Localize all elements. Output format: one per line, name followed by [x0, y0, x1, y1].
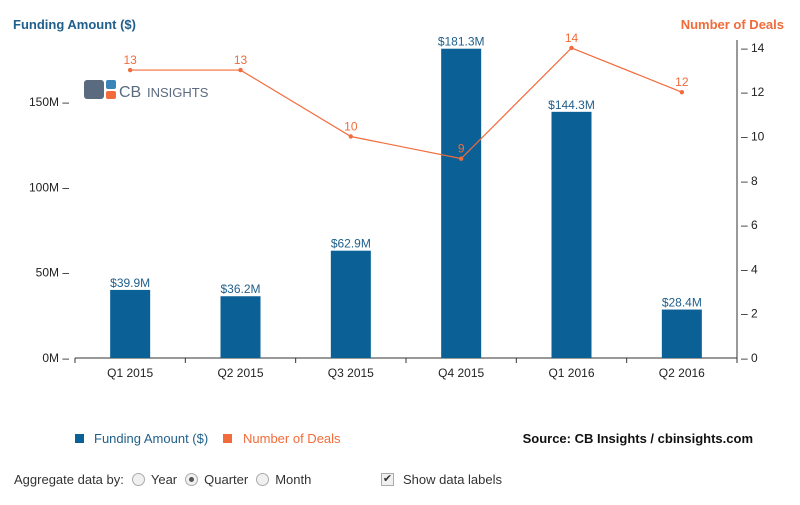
deals-point	[679, 90, 685, 95]
radio-month-label[interactable]: Month	[275, 472, 312, 487]
x-tick-label: Q2 2015	[217, 366, 263, 380]
radio-year-label[interactable]: Year	[150, 472, 178, 487]
deals-data-label: 9	[458, 142, 465, 156]
funding-data-label: $39.9M	[110, 276, 150, 290]
deals-data-label: 10	[344, 120, 358, 134]
legend-deals: Number of Deals	[243, 431, 341, 446]
funding-bar	[330, 250, 371, 358]
x-tick-label: Q1 2015	[107, 366, 153, 380]
y-right-tick: – 8	[741, 174, 758, 188]
deals-point	[348, 134, 354, 139]
legend: Funding Amount ($) Number of Deals	[75, 431, 341, 446]
show-labels-checkbox[interactable]: ✔	[381, 473, 394, 486]
funding-data-label: $62.9M	[331, 237, 371, 251]
left-axis-title: Funding Amount ($)	[13, 17, 136, 32]
radio-quarter[interactable]	[185, 473, 199, 486]
deals-point	[569, 45, 574, 51]
y-right-tick: – 4	[741, 262, 758, 276]
funding-data-label: $36.2M	[220, 282, 260, 296]
y-left-tick: 50M –	[36, 266, 70, 280]
y-right-tick: – 10	[741, 130, 765, 144]
aggregate-controls: Aggregate data by: Year Quarter Month	[14, 472, 311, 487]
cb-insights-logo: CB INSIGHTS	[84, 80, 209, 101]
x-tick-label: Q4 2015	[438, 366, 484, 380]
y-right-tick: – 14	[741, 41, 765, 55]
y-right-tick: – 6	[741, 218, 758, 232]
funding-bar	[551, 111, 592, 358]
y-left-tick: 100M –	[29, 180, 69, 194]
radio-year[interactable]	[131, 473, 145, 486]
funding-bar	[220, 296, 261, 358]
y-right-tick: – 12	[741, 85, 765, 99]
deals-data-label: 13	[123, 53, 137, 67]
chart: Funding Amount ($) Number of Deals CB IN…	[13, 17, 784, 446]
legend-funding: Funding Amount ($)	[94, 431, 208, 446]
svg-text:INSIGHTS: INSIGHTS	[147, 85, 209, 100]
funding-bar	[441, 48, 482, 358]
deals-data-label: 12	[675, 75, 689, 89]
funding-data-label: $144.3M	[548, 98, 595, 112]
y-left-tick: 0M –	[42, 351, 69, 365]
right-axis-title: Number of Deals	[681, 17, 784, 32]
deals-data-label: 13	[234, 53, 248, 67]
x-tick-label: Q1 2016	[548, 366, 594, 380]
deals-line	[130, 47, 683, 160]
deals-data-label: 14	[565, 31, 579, 45]
deals-point	[458, 156, 464, 161]
y-right-tick: – 2	[741, 307, 758, 321]
funding-data-label: $28.4M	[662, 296, 702, 310]
funding-bar	[661, 309, 702, 358]
x-tick-label: Q2 2016	[659, 366, 705, 380]
show-labels-control: ✔ Show data labels	[381, 472, 502, 487]
y-right-tick: – 0	[741, 351, 758, 365]
deals-point	[127, 67, 133, 73]
y-left-tick: 150M –	[29, 95, 69, 109]
x-tick-label: Q3 2015	[328, 366, 374, 380]
show-labels-label[interactable]: Show data labels	[403, 472, 503, 487]
source-text: Source: CB Insights / cbinsights.com	[523, 431, 753, 446]
radio-month[interactable]	[256, 473, 270, 486]
radio-quarter-label[interactable]: Quarter	[204, 472, 249, 487]
deals-point	[238, 67, 243, 73]
funding-data-label: $181.3M	[438, 35, 485, 49]
aggregate-label: Aggregate data by:	[14, 472, 124, 487]
svg-text:CB: CB	[119, 84, 141, 101]
funding-bar	[110, 289, 151, 358]
